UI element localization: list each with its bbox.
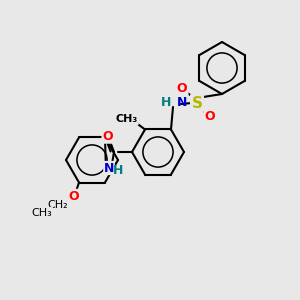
Text: O: O [103,130,113,142]
Text: O: O [177,82,187,94]
Text: N: N [177,97,188,110]
Text: N: N [104,161,114,175]
Text: O: O [69,190,79,203]
Text: CH₃: CH₃ [32,208,52,218]
Text: CH₃: CH₃ [116,115,138,124]
Text: O: O [205,110,215,124]
Text: CH₂: CH₂ [48,200,68,209]
Text: S: S [191,95,203,110]
Text: H: H [160,97,171,110]
Text: H: H [113,164,123,178]
